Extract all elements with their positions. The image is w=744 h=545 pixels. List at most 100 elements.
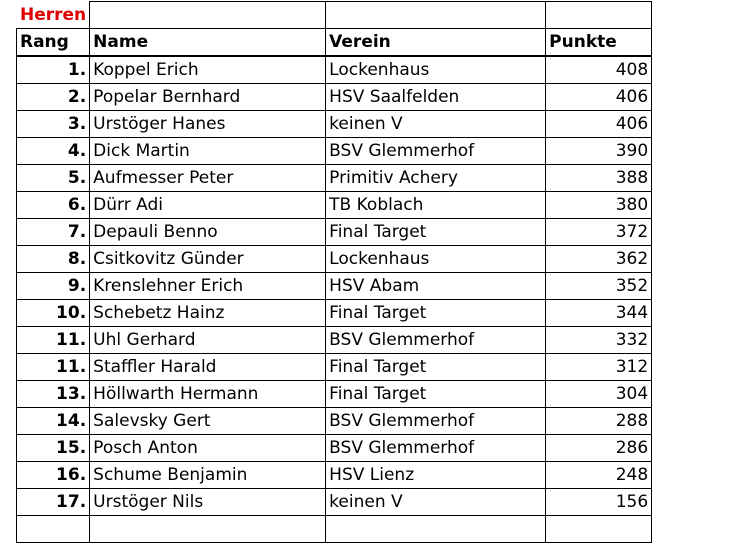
table-row: 3. Urstöger Hanes keinen V 406 [15,110,653,138]
punkte-cell[interactable]: 406 [545,83,653,111]
rang-cell[interactable]: 8. [15,245,91,273]
rang-cell[interactable]: 7. [15,218,91,246]
title-row: Herren [15,1,653,29]
rang-cell[interactable]: 5. [15,164,91,192]
verein-cell[interactable]: Primitiv Achery [325,164,547,192]
name-cell[interactable]: Höllwarth Hermann [89,380,327,408]
punkte-cell[interactable]: 156 [545,488,653,516]
verein-cell[interactable]: HSV Saalfelden [325,83,547,111]
table-row: 16. Schume Benjamin HSV Lienz 248 [15,461,653,489]
rang-cell[interactable]: 10. [15,299,91,327]
rang-cell[interactable]: 1. [15,55,91,84]
empty-cell[interactable] [89,1,327,29]
table-row: 13. Höllwarth Hermann Final Target 304 [15,380,653,408]
table-row: 17. Urstöger Nils keinen V 156 [15,488,653,516]
rang-cell[interactable]: 13. [15,380,91,408]
table-row: 15. Posch Anton BSV Glemmerhof 286 [15,434,653,462]
punkte-cell[interactable]: 248 [545,461,653,489]
name-cell[interactable]: Schebetz Hainz [89,299,327,327]
rang-cell[interactable]: 11. [15,353,91,381]
verein-cell[interactable]: Final Target [325,218,547,246]
punkte-cell[interactable]: 372 [545,218,653,246]
sheet-title[interactable]: Herren [15,1,91,29]
name-cell[interactable]: Urstöger Hanes [89,110,327,138]
verein-cell[interactable]: BSV Glemmerhof [325,326,547,354]
verein-cell[interactable]: Final Target [325,299,547,327]
punkte-cell[interactable]: 408 [545,55,653,84]
verein-cell[interactable]: keinen V [325,110,547,138]
header-verein[interactable]: Verein [325,28,547,57]
table-row: 5. Aufmesser Peter Primitiv Achery 388 [15,164,653,192]
table-row: 2. Popelar Bernhard HSV Saalfelden 406 [15,83,653,111]
name-cell[interactable]: Aufmesser Peter [89,164,327,192]
empty-cell[interactable] [325,1,547,29]
punkte-cell[interactable]: 352 [545,272,653,300]
header-row: Rang Name Verein Punkte [15,28,653,57]
name-cell[interactable]: Csitkovitz Günder [89,245,327,273]
name-cell[interactable]: Staffler Harald [89,353,327,381]
name-cell[interactable]: Dürr Adi [89,191,327,219]
verein-cell[interactable]: Final Target [325,380,547,408]
rang-cell[interactable]: 16. [15,461,91,489]
table-row: 9. Krenslehner Erich HSV Abam 352 [15,272,653,300]
rang-cell[interactable]: 6. [15,191,91,219]
empty-cell[interactable] [545,1,653,29]
rang-cell[interactable]: 14. [15,407,91,435]
verein-cell[interactable]: keinen V [325,488,547,516]
verein-cell[interactable]: HSV Lienz [325,461,547,489]
results-table-body: Herren Rang Name Verein Punkte 1. Koppel … [15,1,653,543]
header-punkte[interactable]: Punkte [545,28,653,57]
verein-cell[interactable]: BSV Glemmerhof [325,137,547,165]
verein-cell[interactable]: BSV Glemmerhof [325,407,547,435]
name-cell[interactable]: Urstöger Nils [89,488,327,516]
punkte-cell[interactable]: 380 [545,191,653,219]
table-row: 7. Depauli Benno Final Target 372 [15,218,653,246]
punkte-cell[interactable]: 312 [545,353,653,381]
table-row: 8. Csitkovitz Günder Lockenhaus 362 [15,245,653,273]
verein-cell[interactable]: HSV Abam [325,272,547,300]
punkte-cell[interactable]: 344 [545,299,653,327]
empty-cell[interactable] [89,515,327,543]
punkte-cell[interactable]: 304 [545,380,653,408]
rang-cell[interactable]: 17. [15,488,91,516]
header-rang[interactable]: Rang [15,28,91,57]
table-row: 11. Staffler Harald Final Target 312 [15,353,653,381]
table-row: 11. Uhl Gerhard BSV Glemmerhof 332 [15,326,653,354]
name-cell[interactable]: Dick Martin [89,137,327,165]
rang-cell[interactable]: 15. [15,434,91,462]
rang-cell[interactable]: 11. [15,326,91,354]
name-cell[interactable]: Schume Benjamin [89,461,327,489]
name-cell[interactable]: Koppel Erich [89,55,327,84]
rang-cell[interactable]: 3. [15,110,91,138]
punkte-cell[interactable]: 286 [545,434,653,462]
name-cell[interactable]: Krenslehner Erich [89,272,327,300]
verein-cell[interactable]: BSV Glemmerhof [325,434,547,462]
name-cell[interactable]: Uhl Gerhard [89,326,327,354]
punkte-cell[interactable]: 388 [545,164,653,192]
table-row: 10. Schebetz Hainz Final Target 344 [15,299,653,327]
punkte-cell[interactable]: 390 [545,137,653,165]
table-row: 1. Koppel Erich Lockenhaus 408 [15,55,653,84]
name-cell[interactable]: Posch Anton [89,434,327,462]
header-name[interactable]: Name [89,28,327,57]
punkte-cell[interactable]: 406 [545,110,653,138]
punkte-cell[interactable]: 362 [545,245,653,273]
empty-cell[interactable] [15,515,91,543]
table-row: 14. Salevsky Gert BSV Glemmerhof 288 [15,407,653,435]
rang-cell[interactable]: 9. [15,272,91,300]
verein-cell[interactable]: Final Target [325,353,547,381]
rang-cell[interactable]: 4. [15,137,91,165]
rang-cell[interactable]: 2. [15,83,91,111]
empty-cell[interactable] [325,515,547,543]
table-row: 6. Dürr Adi TB Koblach 380 [15,191,653,219]
name-cell[interactable]: Popelar Bernhard [89,83,327,111]
name-cell[interactable]: Depauli Benno [89,218,327,246]
name-cell[interactable]: Salevsky Gert [89,407,327,435]
empty-cell[interactable] [545,515,653,543]
verein-cell[interactable]: Lockenhaus [325,245,547,273]
verein-cell[interactable]: Lockenhaus [325,55,547,84]
empty-row [15,515,653,543]
verein-cell[interactable]: TB Koblach [325,191,547,219]
punkte-cell[interactable]: 288 [545,407,653,435]
punkte-cell[interactable]: 332 [545,326,653,354]
